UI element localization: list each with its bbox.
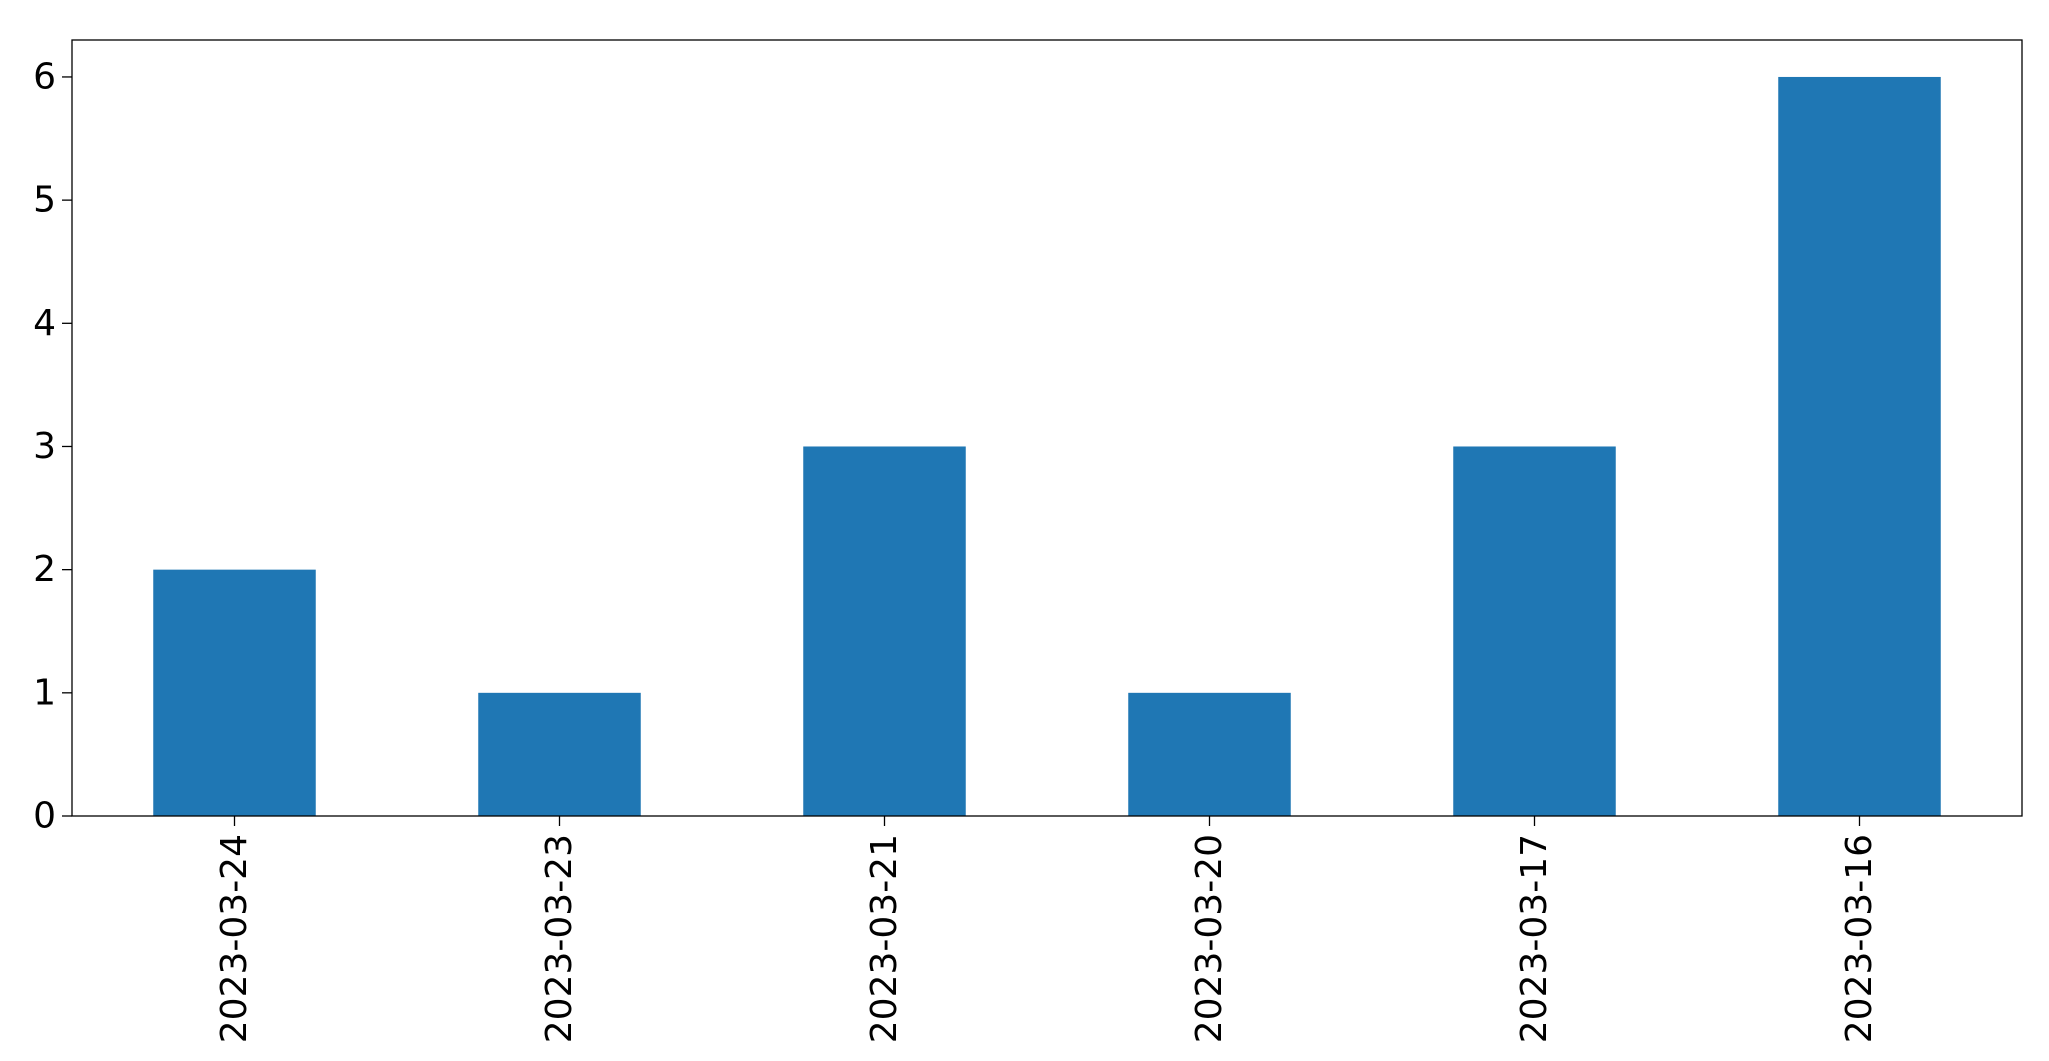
x-tick-label: 2023-03-20 <box>1189 834 1230 1043</box>
bar-2023-03-21 <box>803 446 966 816</box>
bar-2023-03-24 <box>153 569 316 816</box>
plot-frame <box>71 39 2023 817</box>
y-tick-label: 1 <box>33 672 56 713</box>
bar-2023-03-23 <box>478 692 641 816</box>
x-tick-label: 2023-03-21 <box>864 834 905 1043</box>
bar-2023-03-16 <box>1778 76 1941 816</box>
x-tick-label: 2023-03-17 <box>1514 834 1555 1043</box>
x-tick-label: 2023-03-23 <box>539 834 580 1043</box>
bar-2023-03-20 <box>1128 692 1291 816</box>
y-tick-label: 0 <box>33 796 56 837</box>
x-tick-label: 2023-03-16 <box>1839 834 1880 1043</box>
x-axis: 2023-03-24 2023-03-23 2023-03-21 2023-03-20… <box>214 816 1880 1043</box>
y-tick-label: 5 <box>33 180 56 221</box>
y-tick-label: 2 <box>33 549 56 590</box>
y-tick-label: 4 <box>33 303 56 344</box>
y-tick-label: 3 <box>33 426 56 467</box>
x-tick-label: 2023-03-24 <box>214 834 255 1043</box>
y-tick-label: 6 <box>33 56 56 97</box>
bar-2023-03-17 <box>1453 446 1616 816</box>
bars-group <box>153 76 1941 816</box>
y-axis: 0 1 2 3 4 5 6 <box>33 56 72 837</box>
